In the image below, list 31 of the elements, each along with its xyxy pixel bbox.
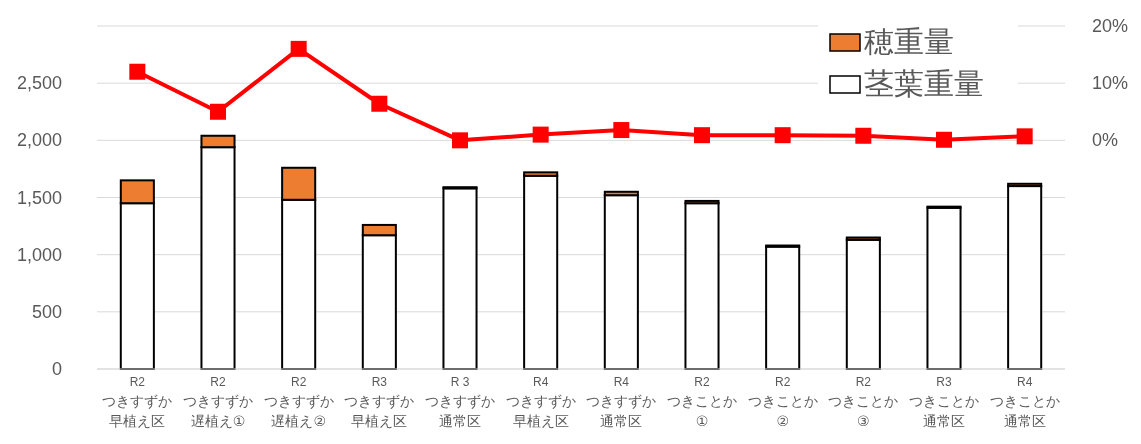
point [936,131,952,148]
point [774,127,791,144]
point [129,63,146,80]
y-tick-label: 0 [51,359,62,379]
point [1016,128,1033,145]
y-tick-label: 2,000 [16,130,62,151]
point [371,95,388,112]
point [210,103,226,120]
legend-label: 穂重量 [864,25,954,58]
bar [442,187,478,370]
y-tick-label: 1,000 [16,244,62,265]
point [452,132,468,149]
bar [523,174,559,370]
point [532,126,549,143]
point [855,127,872,144]
y2-tick-label: 0% [1092,130,1119,151]
bar [765,245,801,370]
bar [1007,185,1043,370]
y2-tick-label: 20% [1092,16,1129,36]
point [613,122,630,139]
point [290,40,307,57]
bar [845,238,881,370]
y-tick-label: 2,500 [16,73,62,94]
bar [603,194,639,370]
legend-label: 茎葉重量 [864,67,984,100]
point [694,127,710,144]
bar [684,202,720,370]
y2-tick-label: 10% [1092,73,1129,94]
y-tick-label: 1,500 [16,187,62,208]
bar [926,206,962,370]
y-tick-label: 500 [31,301,62,322]
